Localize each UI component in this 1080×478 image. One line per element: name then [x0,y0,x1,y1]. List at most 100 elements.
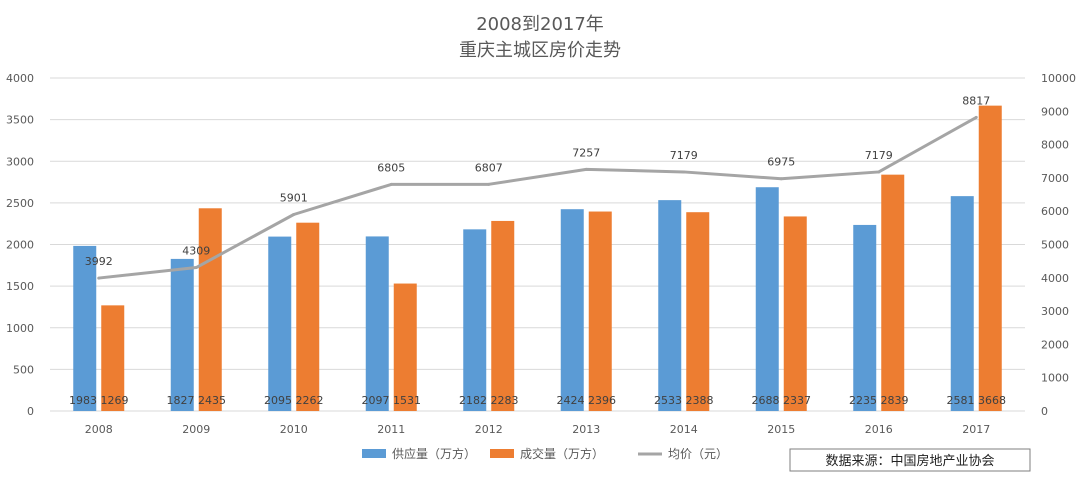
y-right-tick-label: 8000 [1041,139,1069,152]
line-point [97,276,101,280]
line-value-label: 8817 [962,94,990,107]
y-right-tick-label: 9000 [1041,105,1069,118]
x-tick-label: 2011 [377,423,405,436]
bar [198,208,222,411]
x-tick-label: 2010 [280,423,308,436]
source-note: 数据来源：中国房地产业协会 [825,453,994,469]
bar [268,236,292,411]
bar [73,245,97,411]
y-right-tick-label: 1000 [1041,372,1069,385]
bar [978,105,1002,411]
y-right-tick-label: 10000 [1041,72,1076,85]
legend: 供应量（万方） 成交量（万方） 均价（元） [362,446,728,461]
y-left-tick-label: 3000 [6,155,34,168]
x-tick-label: 2014 [670,423,698,436]
bar-data-labels: 1983 1269 1827 2435 2095 2262 2097 1531 2182… [69,394,1006,407]
line-series: 3992 4309 5901 6805 6807 7257 7179 6975 7179 8817 [85,94,990,280]
bar-value-label: 2424 2396 [557,394,617,407]
bar-value-label: 1827 2435 [167,394,227,407]
line-point [194,266,198,270]
bar [783,216,807,411]
y-left-tick-label: 0 [27,405,34,418]
bar [658,200,682,411]
line-value-label: 6975 [767,156,795,169]
bar-value-label: 2095 2262 [264,394,324,407]
y-right-tick-label: 7000 [1041,172,1069,185]
legend-swatch [362,449,386,458]
line-value-label: 3992 [85,255,113,268]
y-right-tick-label: 0 [1041,405,1048,418]
line-value-label: 5901 [280,191,308,204]
y-left-tick-label: 3500 [6,114,34,127]
bar-value-label: 2533 2388 [654,394,714,407]
y-left-tick-label: 1000 [6,322,34,335]
legend-label: 供应量（万方） [392,446,476,461]
bar-value-label: 2097 1531 [362,394,422,407]
line-point [487,182,491,186]
line-point [682,170,686,174]
line-point [389,182,393,186]
bar [393,283,417,411]
y-right-tick-label: 6000 [1041,205,1069,218]
x-tick-label: 2016 [865,423,893,436]
x-axis: 2008 2009 2010 2011 2012 2013 2014 2015 2016 2017 [85,423,991,436]
y-right-tick-label: 2000 [1041,338,1069,351]
line-point [877,170,881,174]
line-value-label: 7257 [572,146,600,159]
bar [755,187,779,411]
price-line [98,116,977,280]
source-box [789,448,1031,472]
bar [853,224,877,411]
line-value-label: 4309 [182,245,210,258]
line-value-label: 6807 [475,161,503,174]
x-tick-label: 2013 [572,423,600,436]
line-value-label: 6805 [377,161,405,174]
bar [170,258,194,411]
y-right-tick-label: 3000 [1041,305,1069,318]
y-right-tick-label: 4000 [1041,272,1069,285]
y-axis-left: 0 500 1000 1500 2000 2500 3000 3500 4000 [6,72,34,418]
y-axis-right: 0 1000 2000 3000 4000 5000 6000 7000 8000 9000 100… [1041,72,1076,418]
line-value-label: 7179 [865,149,893,162]
bar [950,196,974,411]
y-left-tick-label: 500 [13,363,34,376]
x-tick-label: 2009 [182,423,210,436]
bar [686,212,710,411]
line-value-label: 7179 [670,149,698,162]
x-tick-label: 2017 [962,423,990,436]
bar [296,222,320,411]
bar-value-label: 2235 2839 [849,394,909,407]
chart-subtitle: 重庆主城区房价走势 [459,40,621,61]
x-tick-label: 2008 [85,423,113,436]
bar [101,305,125,411]
legend-label: 均价（元） [668,447,728,461]
legend-swatch [490,449,514,458]
bar-value-label: 1983 1269 [69,394,129,407]
bar-value-label: 2688 2337 [752,394,812,407]
y-left-tick-label: 2000 [6,239,34,252]
y-left-tick-label: 1500 [6,280,34,293]
y-right-tick-label: 5000 [1041,239,1069,252]
bar-value-label: 2182 2283 [459,394,519,407]
bar [365,236,389,411]
bar [463,229,487,411]
bar [588,211,612,411]
bar-value-label: 2581 3668 [947,394,1007,407]
bar-series [73,105,1002,411]
line-point [974,115,978,119]
legend-label: 成交量（万方） [520,446,604,461]
line-point [292,212,296,216]
chart-title: 2008到2017年 [476,14,604,35]
bar [560,209,584,411]
bar [491,220,515,411]
x-tick-label: 2015 [767,423,795,436]
line-point [779,177,783,181]
y-left-tick-label: 4000 [6,72,34,85]
line-point [584,167,588,171]
bar [881,174,905,411]
x-tick-label: 2012 [475,423,503,436]
y-left-tick-label: 2500 [6,197,34,210]
